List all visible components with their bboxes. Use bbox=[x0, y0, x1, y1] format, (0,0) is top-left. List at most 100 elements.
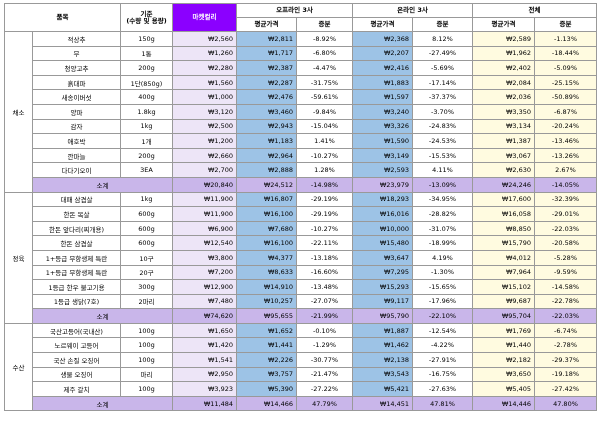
cell: ₩6,900 bbox=[172, 220, 237, 237]
subtotal-cell: ₩24,246 bbox=[472, 176, 535, 193]
cell: ₩3,543 bbox=[352, 366, 413, 383]
cell: 1kg bbox=[120, 118, 173, 135]
subtotal-cell: 47.79% bbox=[296, 395, 353, 412]
cell: ₩1,420 bbox=[172, 337, 237, 354]
cell: 1등급 한우 불고기용 bbox=[32, 279, 121, 295]
cell: ₩9,117 bbox=[352, 293, 413, 310]
table-header: 품목 기준 (수량 및 용량) 마켓컬리 오프라인 3사 온라인 3사 전체 평균가격 증분 평… bbox=[4, 3, 597, 32]
cell: 1+등급 무항생제 특란 bbox=[32, 249, 121, 266]
cell: ₩3,923 bbox=[172, 381, 237, 397]
data-row: 새송이버섯 400g ₩1,000 ₩2,476 -59.61% ₩1,597 -37.37… bbox=[5, 89, 597, 105]
cell: ₩15,102 bbox=[472, 279, 535, 295]
subtotal-cell: 47.80% bbox=[534, 395, 597, 412]
cell: -4.47% bbox=[296, 60, 353, 76]
sub-header: 평균가격 bbox=[352, 17, 413, 32]
subtotal-cell: ₩24,512 bbox=[236, 176, 297, 193]
data-row: 한돈 앞다리(찌개용) 600g ₩6,900 ₩7,680 -10.27% ₩10,00… bbox=[5, 220, 597, 237]
cell: ₩7,480 bbox=[172, 293, 237, 310]
cell: ₩10,257 bbox=[236, 293, 297, 310]
data-row: 깐마늘 200g ₩2,660 ₩2,964 -10.27% ₩3,149 -15.53% ₩… bbox=[5, 147, 597, 164]
category-cell: 채소 bbox=[4, 31, 33, 193]
cell: ₩5,405 bbox=[472, 381, 535, 397]
cell: ₩3,650 bbox=[472, 366, 535, 383]
cell: -5.09% bbox=[534, 60, 597, 76]
subtotal-cell: ₩95,790 bbox=[352, 308, 413, 324]
cell: ₩2,084 bbox=[472, 74, 535, 91]
data-row: 제주 갈치 100g ₩3,923 ₩5,390 -27.22% ₩5,421 -27.63… bbox=[5, 381, 597, 397]
subtotal-row: 소계 ₩11,484 ₩14,466 47.79% ₩14,451 47.81% ₩14,4… bbox=[5, 395, 597, 412]
cell: -15.53% bbox=[412, 147, 473, 164]
data-row: 1+등급 무항생제 특란 10구 ₩3,800 ₩4,377 -13.18% ₩3,647… bbox=[5, 249, 597, 266]
cell: -29.37% bbox=[534, 352, 597, 368]
cell: ₩12,900 bbox=[172, 279, 237, 295]
group-header: 오프라인 3사 bbox=[236, 3, 353, 18]
cell: ₩16,058 bbox=[472, 206, 535, 222]
cell: -20.58% bbox=[534, 235, 597, 251]
data-row: 한돈 삼겹살 600g ₩12,540 ₩16,100 -22.11% ₩15,480 -1… bbox=[5, 235, 597, 251]
cell: -27.63% bbox=[412, 381, 473, 397]
cell: -3.70% bbox=[412, 103, 473, 120]
cell: -1.30% bbox=[412, 264, 473, 281]
cell: 200g bbox=[120, 147, 173, 164]
cell: ₩2,226 bbox=[236, 352, 297, 368]
cell: 1.41% bbox=[296, 133, 353, 149]
cell: 한돈 목살 bbox=[32, 206, 121, 222]
subtotal-cell: -21.99% bbox=[296, 308, 353, 324]
cell: 2.67% bbox=[534, 162, 597, 178]
cell: 20구 bbox=[120, 264, 173, 281]
data-row: 청양고추 200g ₩2,280 ₩2,387 -4.47% ₩2,416 -5.69% ₩2… bbox=[5, 60, 597, 76]
cell: -18.99% bbox=[412, 235, 473, 251]
cell: ₩2,368 bbox=[352, 31, 413, 47]
subtotal-cell: ₩74,620 bbox=[172, 308, 237, 324]
cell: ₩8,850 bbox=[472, 220, 535, 237]
data-row: 노르웨이 고등어 100g ₩1,420 ₩1,441 -1.29% ₩1,462 -4.2… bbox=[5, 337, 597, 354]
cell: 제주 갈치 bbox=[32, 381, 121, 397]
data-row: 애호박 1개 ₩1,200 ₩1,183 1.41% ₩1,590 -24.53% ₩1,38… bbox=[5, 133, 597, 149]
cell: 600g bbox=[120, 206, 173, 222]
cell: ₩2,700 bbox=[172, 162, 237, 178]
subtotal-cell: ₩20,840 bbox=[172, 176, 237, 193]
data-row: 감자 1kg ₩2,500 ₩2,943 -15.04% ₩3,326 -24.83% ₩3,… bbox=[5, 118, 597, 135]
cell: ₩3,647 bbox=[352, 249, 413, 266]
cell: ₩2,387 bbox=[236, 60, 297, 76]
cell: ₩2,500 bbox=[172, 118, 237, 135]
subtotal-cell: ₩14,451 bbox=[352, 395, 413, 412]
cell: ₩11,900 bbox=[172, 191, 237, 208]
cell: ₩14,910 bbox=[236, 279, 297, 295]
subtotal-row: 소계 ₩20,840 ₩24,512 -14.98% ₩23,979 -13.09% ₩24… bbox=[5, 176, 597, 193]
cell: ₩15,293 bbox=[352, 279, 413, 295]
cell: 1.28% bbox=[296, 162, 353, 178]
data-row: 다다기오이 3EA ₩2,700 ₩2,888 1.28% ₩2,593 4.11% ₩2,6… bbox=[5, 162, 597, 178]
category-cell: 정육 bbox=[4, 191, 33, 324]
subtotal-cell: -22.10% bbox=[412, 308, 473, 324]
cell: ₩3,134 bbox=[472, 118, 535, 135]
cell: ₩2,593 bbox=[352, 162, 413, 178]
cell: 1+등급 무항생제 특란 bbox=[32, 264, 121, 281]
cell: -22.78% bbox=[534, 293, 597, 310]
cell: ₩1,597 bbox=[352, 89, 413, 105]
subtotal-cell: ₩14,466 bbox=[236, 395, 297, 412]
cell: -14.58% bbox=[534, 279, 597, 295]
cell: ₩2,888 bbox=[236, 162, 297, 178]
sub-header: 증분 bbox=[412, 17, 473, 32]
cell: -32.39% bbox=[534, 191, 597, 208]
cell: ₩3,460 bbox=[236, 103, 297, 120]
group-header: 온라인 3사 bbox=[352, 3, 473, 18]
cell: 1단(850g) bbox=[120, 74, 173, 91]
cell: -59.61% bbox=[296, 89, 353, 105]
cell: -25.15% bbox=[534, 74, 597, 91]
cell: ₩7,200 bbox=[172, 264, 237, 281]
cell: -50.89% bbox=[534, 89, 597, 105]
cell: ₩12,540 bbox=[172, 235, 237, 251]
header-cell: 마켓컬리 bbox=[172, 3, 237, 32]
data-row: 한돈 목살 600g ₩11,900 ₩16,100 -29.19% ₩16,016 -28… bbox=[5, 206, 597, 222]
subtotal-label: 소계 bbox=[32, 176, 173, 193]
cell: -13.46% bbox=[534, 133, 597, 149]
cell: -13.26% bbox=[534, 147, 597, 164]
data-row: 1등급 한우 불고기용 300g ₩12,900 ₩14,910 -13.48% ₩15,… bbox=[5, 279, 597, 295]
cell: -17.96% bbox=[412, 293, 473, 310]
data-row: 국산 손질 오징어 100g ₩1,541 ₩2,226 -30.77% ₩2,138 -2… bbox=[5, 352, 597, 368]
cell: -8.92% bbox=[296, 31, 353, 47]
cell: 적상추 bbox=[32, 31, 121, 47]
